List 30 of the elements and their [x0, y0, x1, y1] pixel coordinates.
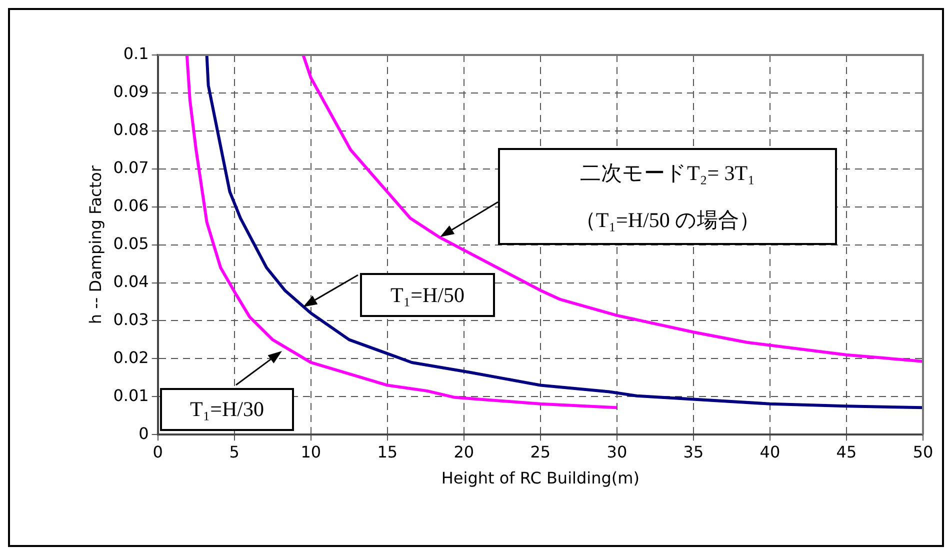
- y-tick-label: 0.02: [113, 348, 149, 367]
- x-tick-label: 5: [229, 442, 240, 462]
- y-tick-label: 0: [138, 424, 149, 443]
- x-axis-title: Height of RC Building(m): [441, 468, 640, 488]
- annotation: 二次モードT₂= 3T₁ （T₁=H/50 の場合）: [574, 160, 760, 234]
- x-tick-label: 40: [760, 442, 780, 462]
- text-box: T₁=H/30: [160, 388, 294, 431]
- x-tick-label: 10: [300, 442, 322, 462]
- x-tick-label: 30: [606, 442, 628, 462]
- y-tick-label: 0.08: [113, 120, 149, 140]
- x-tick-label: 50: [912, 442, 934, 462]
- y-tick-label: 0.09: [113, 82, 149, 102]
- text-box: T₁=H/50: [360, 273, 495, 317]
- text-box: 二次モードT₂= 3T₁ （T₁=H/50 の場合）: [498, 148, 837, 245]
- x-tick-label: 0: [152, 442, 163, 462]
- annotation: T₁=H/50: [390, 282, 464, 308]
- y-tick-label: 0.05: [113, 234, 149, 253]
- y-tick-label: 0.07: [113, 158, 149, 178]
- y-tick-label: 0.01: [113, 386, 149, 405]
- x-tick-label: 25: [530, 442, 551, 462]
- y-tick-label: 0.1: [123, 44, 149, 64]
- x-tick-label: 35: [683, 442, 704, 462]
- x-tick-label: 20: [454, 442, 474, 462]
- x-tick-label: 45: [836, 442, 857, 462]
- y-axis-title: h -- Damping Factor: [86, 165, 105, 324]
- y-tick-label: 0.04: [113, 272, 149, 291]
- annotation: T₁=H/30: [190, 397, 264, 422]
- y-tick-label: 0.03: [113, 310, 149, 329]
- y-tick-label: 0.06: [113, 196, 149, 215]
- x-tick-label: 15: [377, 442, 398, 462]
